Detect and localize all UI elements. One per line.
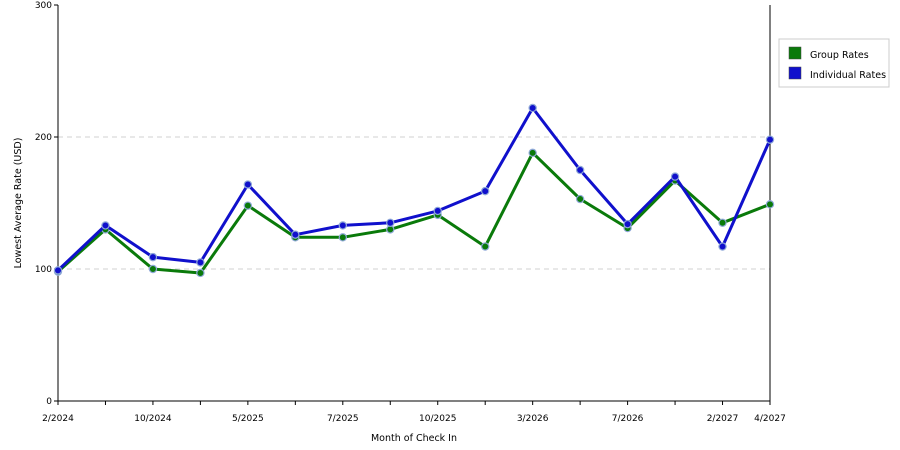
y-tick-label: 300 [35,1,52,11]
data-point [718,218,727,227]
legend: Group Rates Individual Rates [778,38,890,88]
series-line [57,151,771,275]
data-point [481,242,490,251]
data-point [196,268,205,278]
x-axis-ticks: 2/2024 10/2024 5/2025 7/2025 10/2025 3/2026 7/… [42,401,786,424]
y-tick-label: 200 [35,133,52,143]
data-point [338,221,347,230]
data-point [386,218,395,227]
x-tick-label: 5/2025 [232,414,264,424]
data-point [765,135,775,144]
series-individual-rates [53,103,775,275]
x-tick-label: 2/2024 [42,414,74,424]
data-point [528,103,537,113]
data-point [148,252,158,262]
x-tick-label: 2/2027 [707,414,739,424]
axes [57,5,771,402]
data-point [433,206,442,216]
y-tick-label: 0 [46,397,52,407]
x-tick-label: 3/2026 [517,414,549,424]
legend-label-individual: Individual Rates [810,70,886,81]
data-point [670,172,680,181]
x-tick-label: 10/2025 [419,414,456,424]
data-point [765,200,775,209]
data-point [148,264,158,274]
x-axis-title: Month of Check In [371,433,457,444]
data-point [291,230,300,239]
data-point [528,148,537,158]
data-point [575,165,585,175]
legend-swatch-group [788,46,802,60]
series-line [56,106,772,272]
data-point [196,258,205,267]
data-point [101,221,110,230]
x-tick-label: 4/2027 [754,414,786,424]
series-group-rates [53,148,775,278]
data-point [623,219,632,229]
data-point [53,266,63,275]
data-point [243,201,253,210]
series-lines [53,103,775,278]
x-tick-label: 10/2024 [134,414,172,424]
legend-label-group: Group Rates [810,50,869,61]
data-point [718,242,727,251]
x-tick-label: 7/2026 [612,414,644,424]
data-point [243,180,253,189]
data-point [481,186,490,196]
legend-swatch-individual [788,66,802,80]
y-axis-ticks: 0 100 200 300 [35,1,58,407]
x-tick-label: 7/2025 [327,414,359,424]
gridlines [58,136,770,270]
y-axis-title: Lowest Average Rate (USD) [13,138,24,269]
data-point [575,194,585,204]
data-point [338,233,347,242]
y-tick-label: 100 [35,265,52,275]
